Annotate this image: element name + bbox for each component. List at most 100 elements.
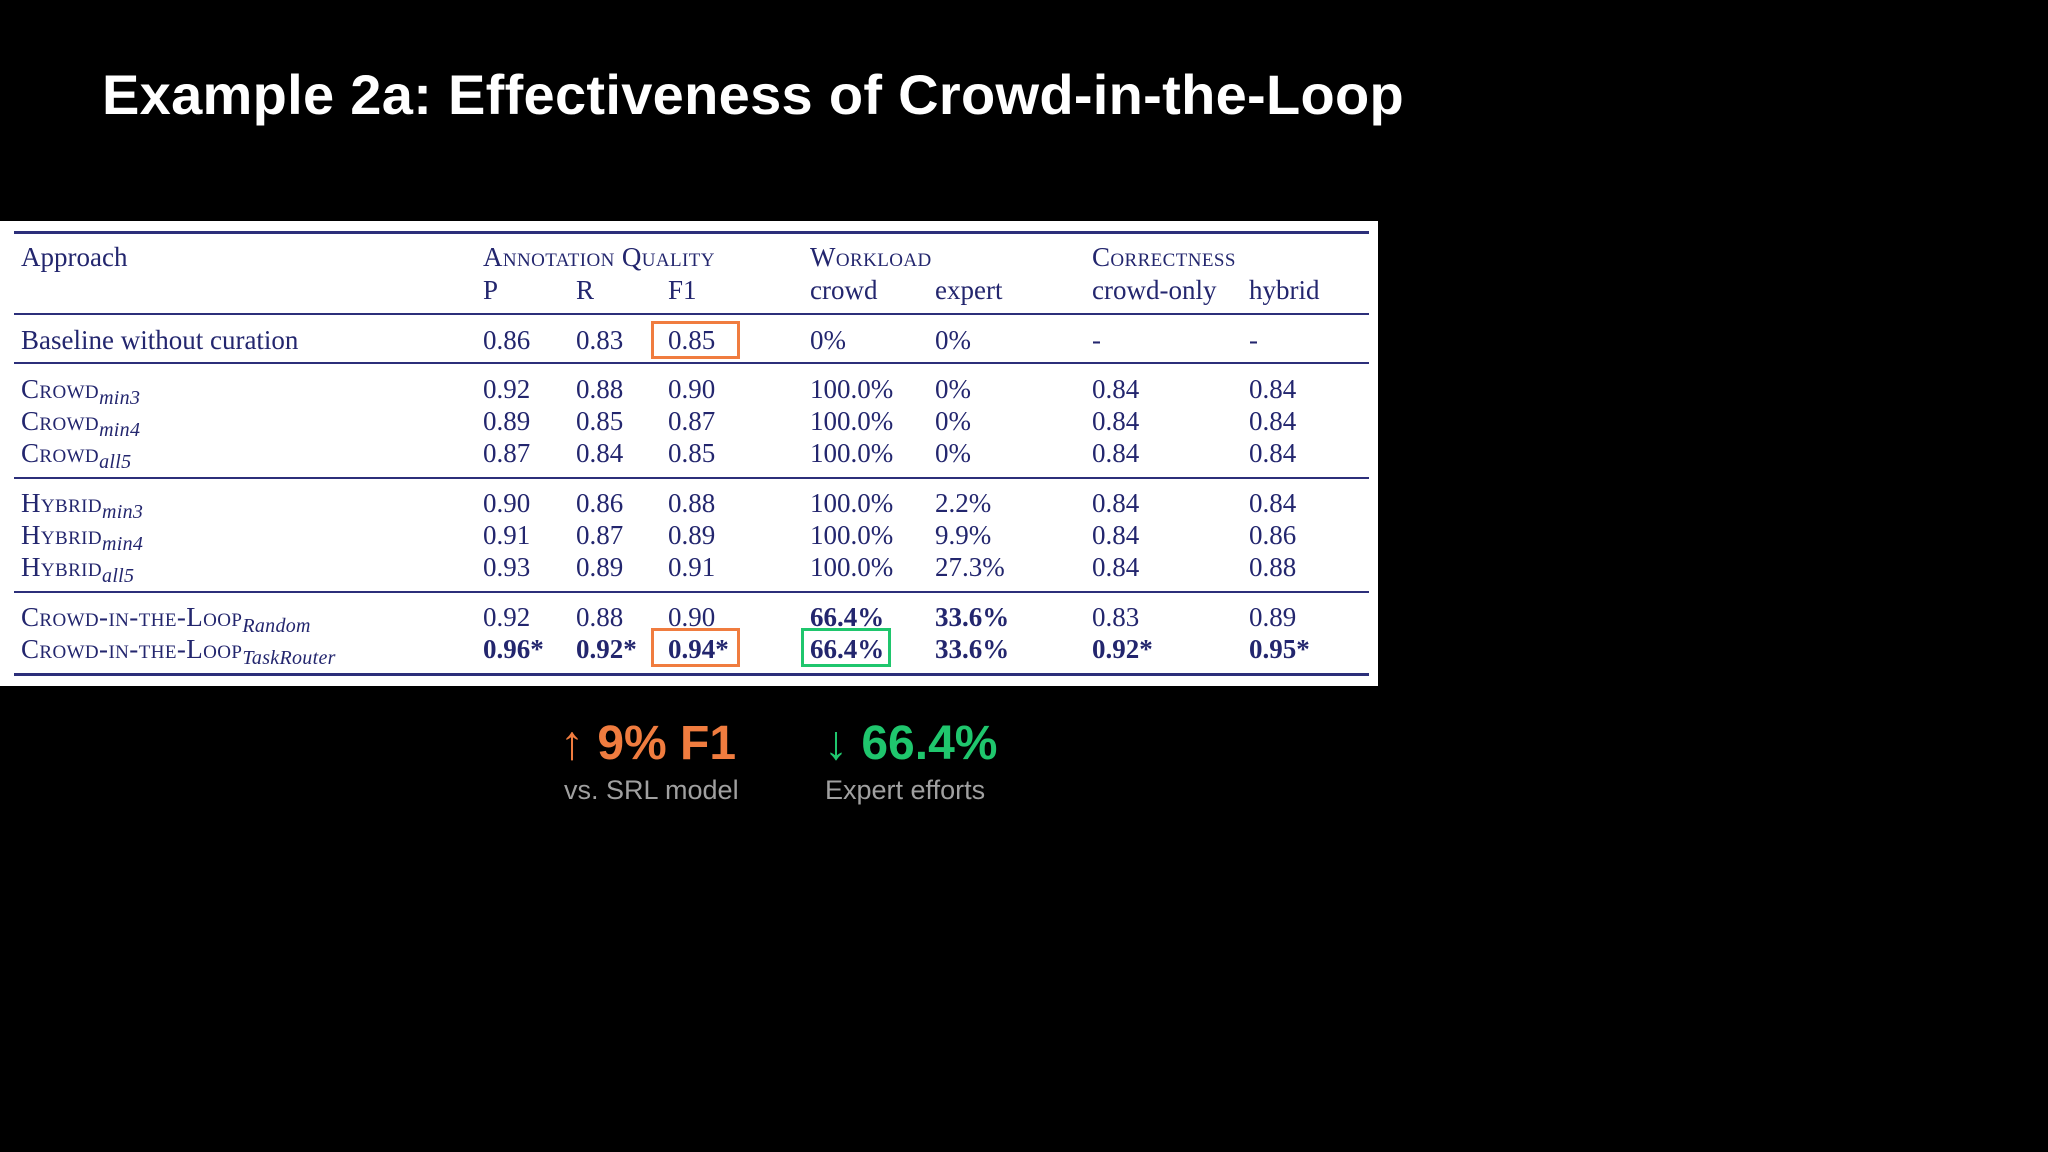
row-1-expert: 0% [935,374,971,404]
approach-name: Baseline without curation [21,325,299,355]
row-7-p: 0.92 [483,602,531,632]
row-8-r: 0.92* [576,634,637,664]
row-6-expert: 27.3% [935,552,1005,582]
header-expert: expert [935,275,1003,305]
row-8-hybrid: 0.95* [1249,634,1310,664]
row-1-approach: Crowdmin3 [21,376,141,409]
approach-subscript: min3 [99,387,141,409]
f1-gain-caption: vs. SRL model [564,775,739,805]
row-3-hybrid: 0.84 [1249,438,1297,468]
row-3-r: 0.84 [576,438,624,468]
approach-subscript: TaskRouter [242,647,336,669]
row-5-approach: Hybridmin4 [21,520,144,555]
row-6-f1: 0.91 [668,552,716,582]
expert-effort-callout: ↓ 66.4% [824,717,998,770]
header-approach: Approach [21,242,128,272]
row-0-expert: 0% [935,325,971,355]
header-workload: Workload [810,242,932,272]
row-8-crowd-only: 0.92* [1092,634,1153,664]
row-4-crowd-only: 0.84 [1092,488,1140,518]
row-7-hybrid: 0.89 [1249,602,1297,632]
row-6-p: 0.93 [483,552,531,582]
row-2-crowd: 100.0% [810,406,894,436]
expert-effort-caption: Expert efforts [825,775,986,805]
row-7-expert: 33.6% [935,602,1010,632]
approach-name: Crowd [21,406,100,436]
row-1-f1: 0.90 [668,374,716,404]
row-3-p: 0.87 [483,438,531,468]
row-0-r: 0.83 [576,325,624,355]
approach-name: Hybrid [21,488,103,518]
crowd-group-rule [14,477,1369,479]
header-crowd: crowd [810,275,878,305]
row-0-approach: Baseline without curation [21,327,298,354]
row-6-approach: Hybridall5 [21,552,135,587]
approach-name: Crowd [21,438,100,468]
row-2-approach: Crowdmin4 [21,406,141,441]
approach-subscript: min4 [99,419,141,441]
row-0-p: 0.86 [483,325,531,355]
approach-name: Hybrid [21,552,103,582]
row-4-approach: Hybridmin3 [21,488,144,523]
row-6-crowd: 100.0% [810,552,894,582]
approach-subscript: all5 [102,565,135,587]
taskrouter-f1-highlight [651,628,740,667]
row-5-expert: 9.9% [935,520,992,550]
row-2-f1: 0.87 [668,406,716,436]
approach-name: Crowd-in-the-Loop [21,602,243,632]
row-1-hybrid: 0.84 [1249,374,1297,404]
approach-subscript: min4 [102,533,144,555]
header-r: R [576,275,595,305]
f1-gain-callout: ↑ 9% F1 [560,717,737,770]
row-2-p: 0.89 [483,406,531,436]
row-4-hybrid: 0.84 [1249,488,1297,518]
row-8-p: 0.96* [483,634,544,664]
row-8-approach: Crowd-in-the-LoopTaskRouter [21,634,336,669]
row-3-f1: 0.85 [668,438,716,468]
header-f1: F1 [668,275,697,305]
approach-name: Crowd-in-the-Loop [21,634,243,664]
row-7-f1: 0.90 [668,602,716,632]
approach-subscript: min3 [102,501,144,523]
baseline-f1-highlight [651,321,740,359]
row-3-crowd-only: 0.84 [1092,438,1140,468]
taskrouter-crowd-highlight [801,628,891,667]
approach-name: Hybrid [21,520,103,550]
row-1-crowd-only: 0.84 [1092,374,1140,404]
row-5-hybrid: 0.86 [1249,520,1297,550]
header-correctness: Correctness [1092,242,1236,272]
row-5-crowd-only: 0.84 [1092,520,1140,550]
row-4-p: 0.90 [483,488,531,518]
row-3-expert: 0% [935,438,971,468]
row-4-crowd: 100.0% [810,488,894,518]
header-hybrid: hybrid [1249,275,1320,305]
row-7-approach: Crowd-in-the-LoopRandom [21,602,311,637]
row-5-p: 0.91 [483,520,531,550]
row-0-f1: 0.85 [668,325,716,355]
row-6-hybrid: 0.88 [1249,552,1297,582]
row-5-r: 0.87 [576,520,624,550]
row-5-f1: 0.89 [668,520,716,550]
row-7-crowd: 66.4% [810,602,885,632]
row-2-hybrid: 0.84 [1249,406,1297,436]
table-top-rule [14,231,1369,234]
row-3-approach: Crowdall5 [21,438,131,473]
row-8-crowd: 66.4% [810,634,885,664]
row-7-crowd-only: 0.83 [1092,602,1140,632]
row-8-expert: 33.6% [935,634,1010,664]
header-annotation-quality: Annotation Quality [483,242,715,272]
row-6-crowd-only: 0.84 [1092,552,1140,582]
row-0-crowd-only: - [1092,325,1101,355]
approach-subscript: Random [242,615,311,637]
row-4-r: 0.86 [576,488,624,518]
row-2-expert: 0% [935,406,971,436]
row-8-f1: 0.94* [668,634,729,664]
row-5-crowd: 100.0% [810,520,894,550]
row-1-r: 0.88 [576,374,624,404]
row-2-r: 0.85 [576,406,624,436]
row-1-p: 0.92 [483,374,531,404]
results-table: Approach Annotation Quality Workload Cor… [0,221,1378,686]
slide-title: Example 2a: Effectiveness of Crowd-in-th… [102,63,1404,126]
row-4-expert: 2.2% [935,488,992,518]
